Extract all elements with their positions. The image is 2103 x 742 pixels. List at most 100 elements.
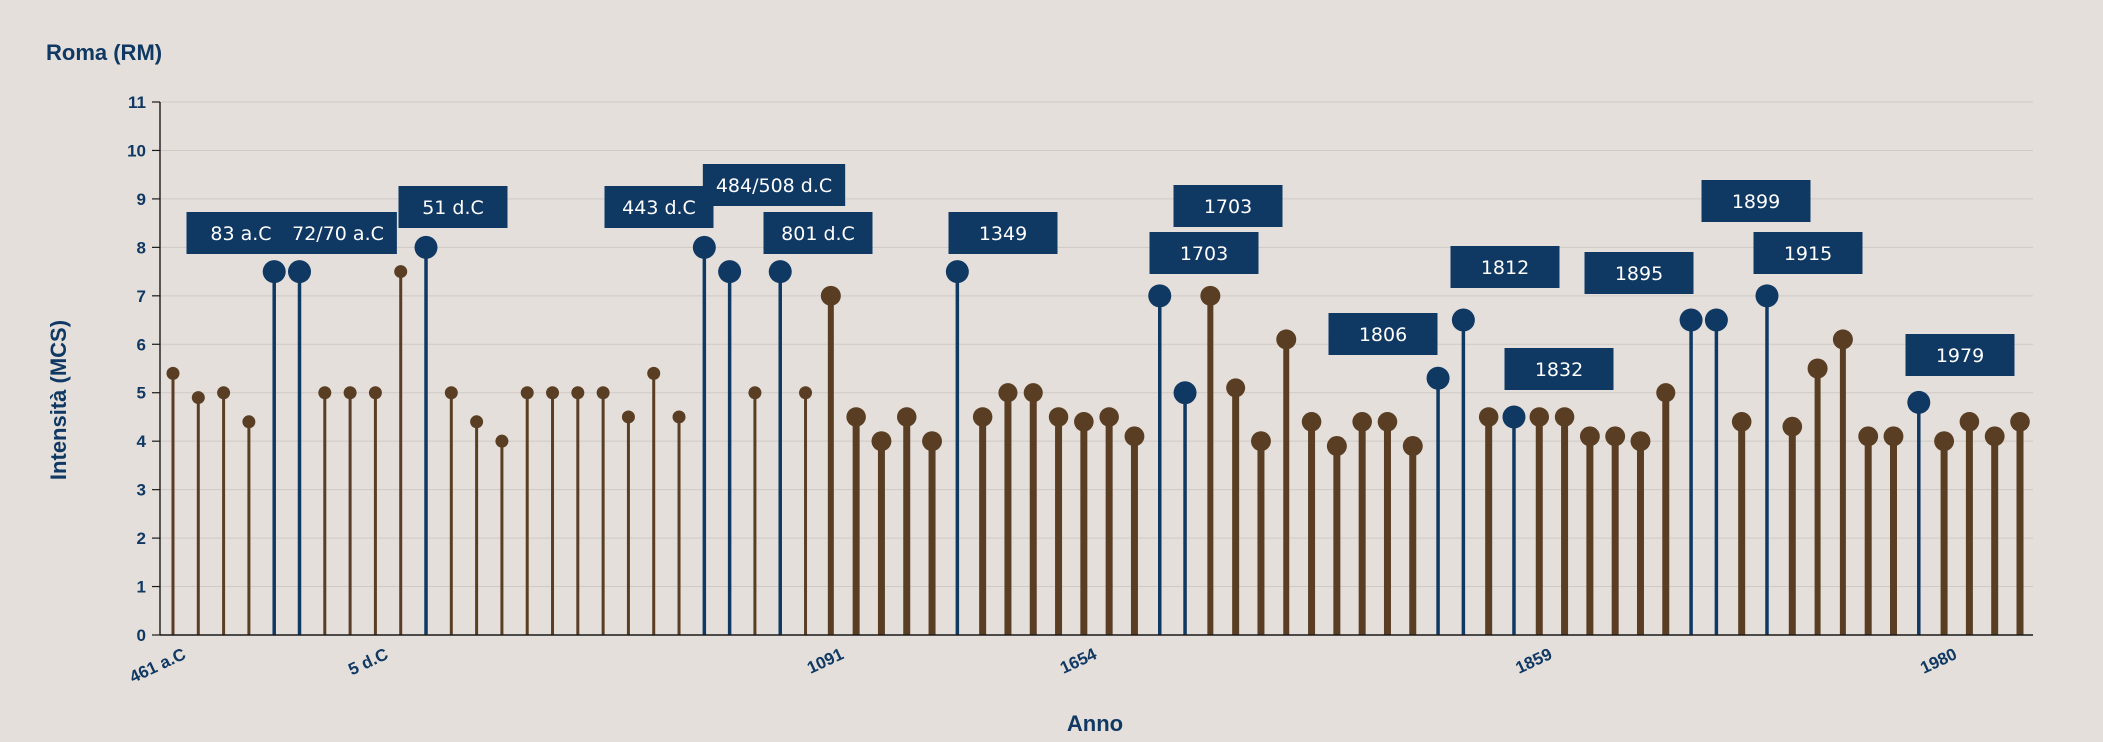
event-label-text: 72/70 a.C [292, 223, 384, 245]
event-label-box [1701, 180, 1811, 222]
data-point [1478, 407, 1499, 427]
event-label: 1895 [1584, 252, 1694, 294]
event-label: 1899 [1701, 180, 1811, 222]
data-point [1782, 416, 1803, 437]
event-label: 83 a.C [186, 212, 296, 254]
highlight-point [1755, 284, 1779, 308]
event-label-box [948, 212, 1058, 254]
data-point [1554, 407, 1575, 427]
event-label-box [763, 212, 873, 254]
y-tick-label: 7 [137, 287, 146, 306]
data-point [343, 386, 357, 400]
y-tick-label: 9 [137, 190, 146, 209]
y-tick-label: 0 [137, 626, 146, 645]
data-point [1832, 329, 1853, 350]
chart-title: Roma (RM) [46, 40, 162, 65]
y-tick-label: 8 [137, 238, 146, 257]
data-point [1377, 412, 1398, 432]
x-tick-label: 1980 [1917, 644, 1959, 677]
event-label-box [398, 186, 508, 228]
data-point [1124, 426, 1145, 447]
stems [166, 235, 2030, 635]
data-point [470, 415, 484, 429]
event-label-box [1504, 348, 1614, 390]
data-point [191, 391, 205, 405]
highlight-point [1426, 366, 1450, 390]
event-label-box [279, 212, 397, 254]
x-tick-label: 1859 [1513, 644, 1555, 677]
data-point [799, 386, 813, 400]
data-point [1984, 426, 2005, 447]
data-point [1731, 412, 1752, 432]
highlight-point [414, 235, 438, 259]
event-label-text: 1832 [1535, 359, 1583, 381]
y-tick-label: 11 [128, 93, 146, 112]
data-point [846, 407, 866, 427]
data-point [621, 410, 635, 424]
event-label-text: 1899 [1732, 191, 1780, 213]
event-label-text: 1812 [1481, 257, 1529, 279]
event-label-text: 1349 [979, 223, 1027, 245]
data-point [520, 386, 534, 400]
data-point [1529, 407, 1550, 427]
highlight-point [288, 260, 312, 284]
data-point [1402, 436, 1423, 457]
event-labels: 83 a.C 72/70 a.C 51 d.C 443 d.C 484/508 d.C 8… [186, 164, 2015, 390]
event-label: 484/508 d.C [702, 164, 846, 206]
highlight-point [262, 260, 286, 284]
event-label-box [1450, 246, 1560, 288]
y-tick-label: 2 [137, 529, 146, 548]
data-point [871, 431, 892, 452]
highlight-point [692, 235, 716, 259]
data-point [672, 410, 686, 424]
event-label-box [1584, 252, 1694, 294]
event-label: 443 d.C [604, 186, 714, 228]
data-point [1276, 329, 1297, 350]
y-tick-label: 1 [137, 578, 146, 597]
event-label-text: 1895 [1615, 263, 1663, 285]
data-point [998, 383, 1018, 403]
y-axis-title: Intensità (MCS) [46, 320, 71, 480]
x-axis-title: Anno [1067, 711, 1123, 736]
data-point [1099, 407, 1119, 427]
event-label-box [1753, 232, 1863, 274]
event-label-box [1149, 232, 1259, 274]
event-label-text: 51 d.C [422, 197, 484, 219]
event-label-text: 83 a.C [210, 223, 271, 245]
event-label-text: 1703 [1204, 196, 1252, 218]
event-label: 1703 [1173, 185, 1283, 227]
data-point [1023, 383, 1043, 403]
data-point [748, 386, 762, 400]
event-label: 1832 [1504, 348, 1614, 390]
highlight-point [1907, 390, 1931, 414]
event-label-box [604, 186, 714, 228]
data-point [242, 415, 256, 429]
data-point [495, 434, 509, 448]
event-label: 1806 [1328, 313, 1438, 355]
event-label-box [702, 164, 846, 206]
x-tick-label: 1091 [804, 644, 846, 677]
event-label-text: 1703 [1180, 243, 1228, 265]
data-point [1630, 431, 1651, 452]
event-label-text: 1915 [1784, 243, 1832, 265]
y-tick-label: 3 [137, 481, 146, 500]
data-point [922, 431, 942, 452]
data-point [972, 407, 993, 427]
data-point [1074, 412, 1094, 432]
event-label-text: 484/508 d.C [716, 175, 832, 197]
y-tick-label: 6 [137, 335, 146, 354]
highlight-point [1148, 284, 1172, 308]
data-point [318, 386, 332, 400]
data-point [444, 386, 458, 400]
event-label-box [1905, 334, 2015, 376]
data-point [1301, 412, 1322, 432]
highlight-point [1173, 381, 1197, 405]
data-point [1807, 358, 1828, 379]
highlight-point [768, 260, 792, 284]
data-point [1883, 426, 1904, 447]
data-point [2010, 412, 2030, 432]
highlight-point [1704, 308, 1728, 332]
y-tick-label: 10 [127, 141, 146, 160]
data-point [1048, 407, 1069, 427]
data-point [647, 366, 661, 380]
